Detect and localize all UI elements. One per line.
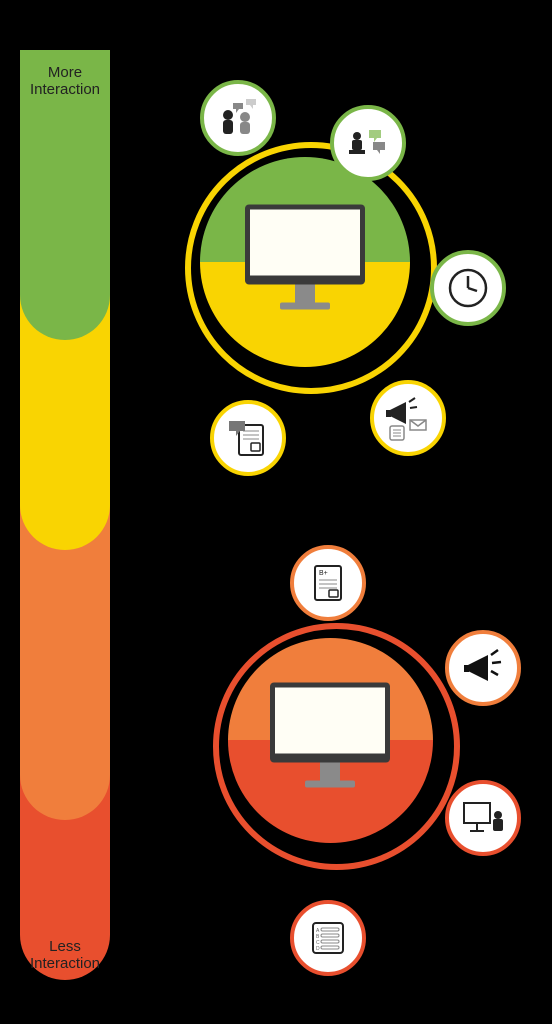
megaphone-mail-icon bbox=[370, 380, 446, 456]
list-icon: ABCD bbox=[290, 900, 366, 976]
presenter-chat-icon bbox=[330, 105, 406, 181]
gauge-label-more: MoreInteraction bbox=[20, 64, 110, 99]
megaphone-icon bbox=[445, 630, 521, 706]
clock-icon bbox=[430, 250, 506, 326]
monitor-icon bbox=[265, 678, 395, 803]
presentation-icon bbox=[445, 780, 521, 856]
gauge-label-less: LessInteraction bbox=[20, 938, 110, 973]
document-chat-icon bbox=[210, 400, 286, 476]
monitor-icon bbox=[240, 200, 370, 325]
document-icon: B+ bbox=[290, 545, 366, 621]
people-talk-icon bbox=[200, 80, 276, 156]
svg-text:B+: B+ bbox=[319, 570, 328, 577]
interaction-gauge: MoreInteraction LessInteraction bbox=[20, 50, 110, 980]
cluster-top-center bbox=[200, 157, 410, 367]
svg-text:D: D bbox=[316, 946, 320, 952]
cluster-bottom-center bbox=[228, 638, 433, 843]
